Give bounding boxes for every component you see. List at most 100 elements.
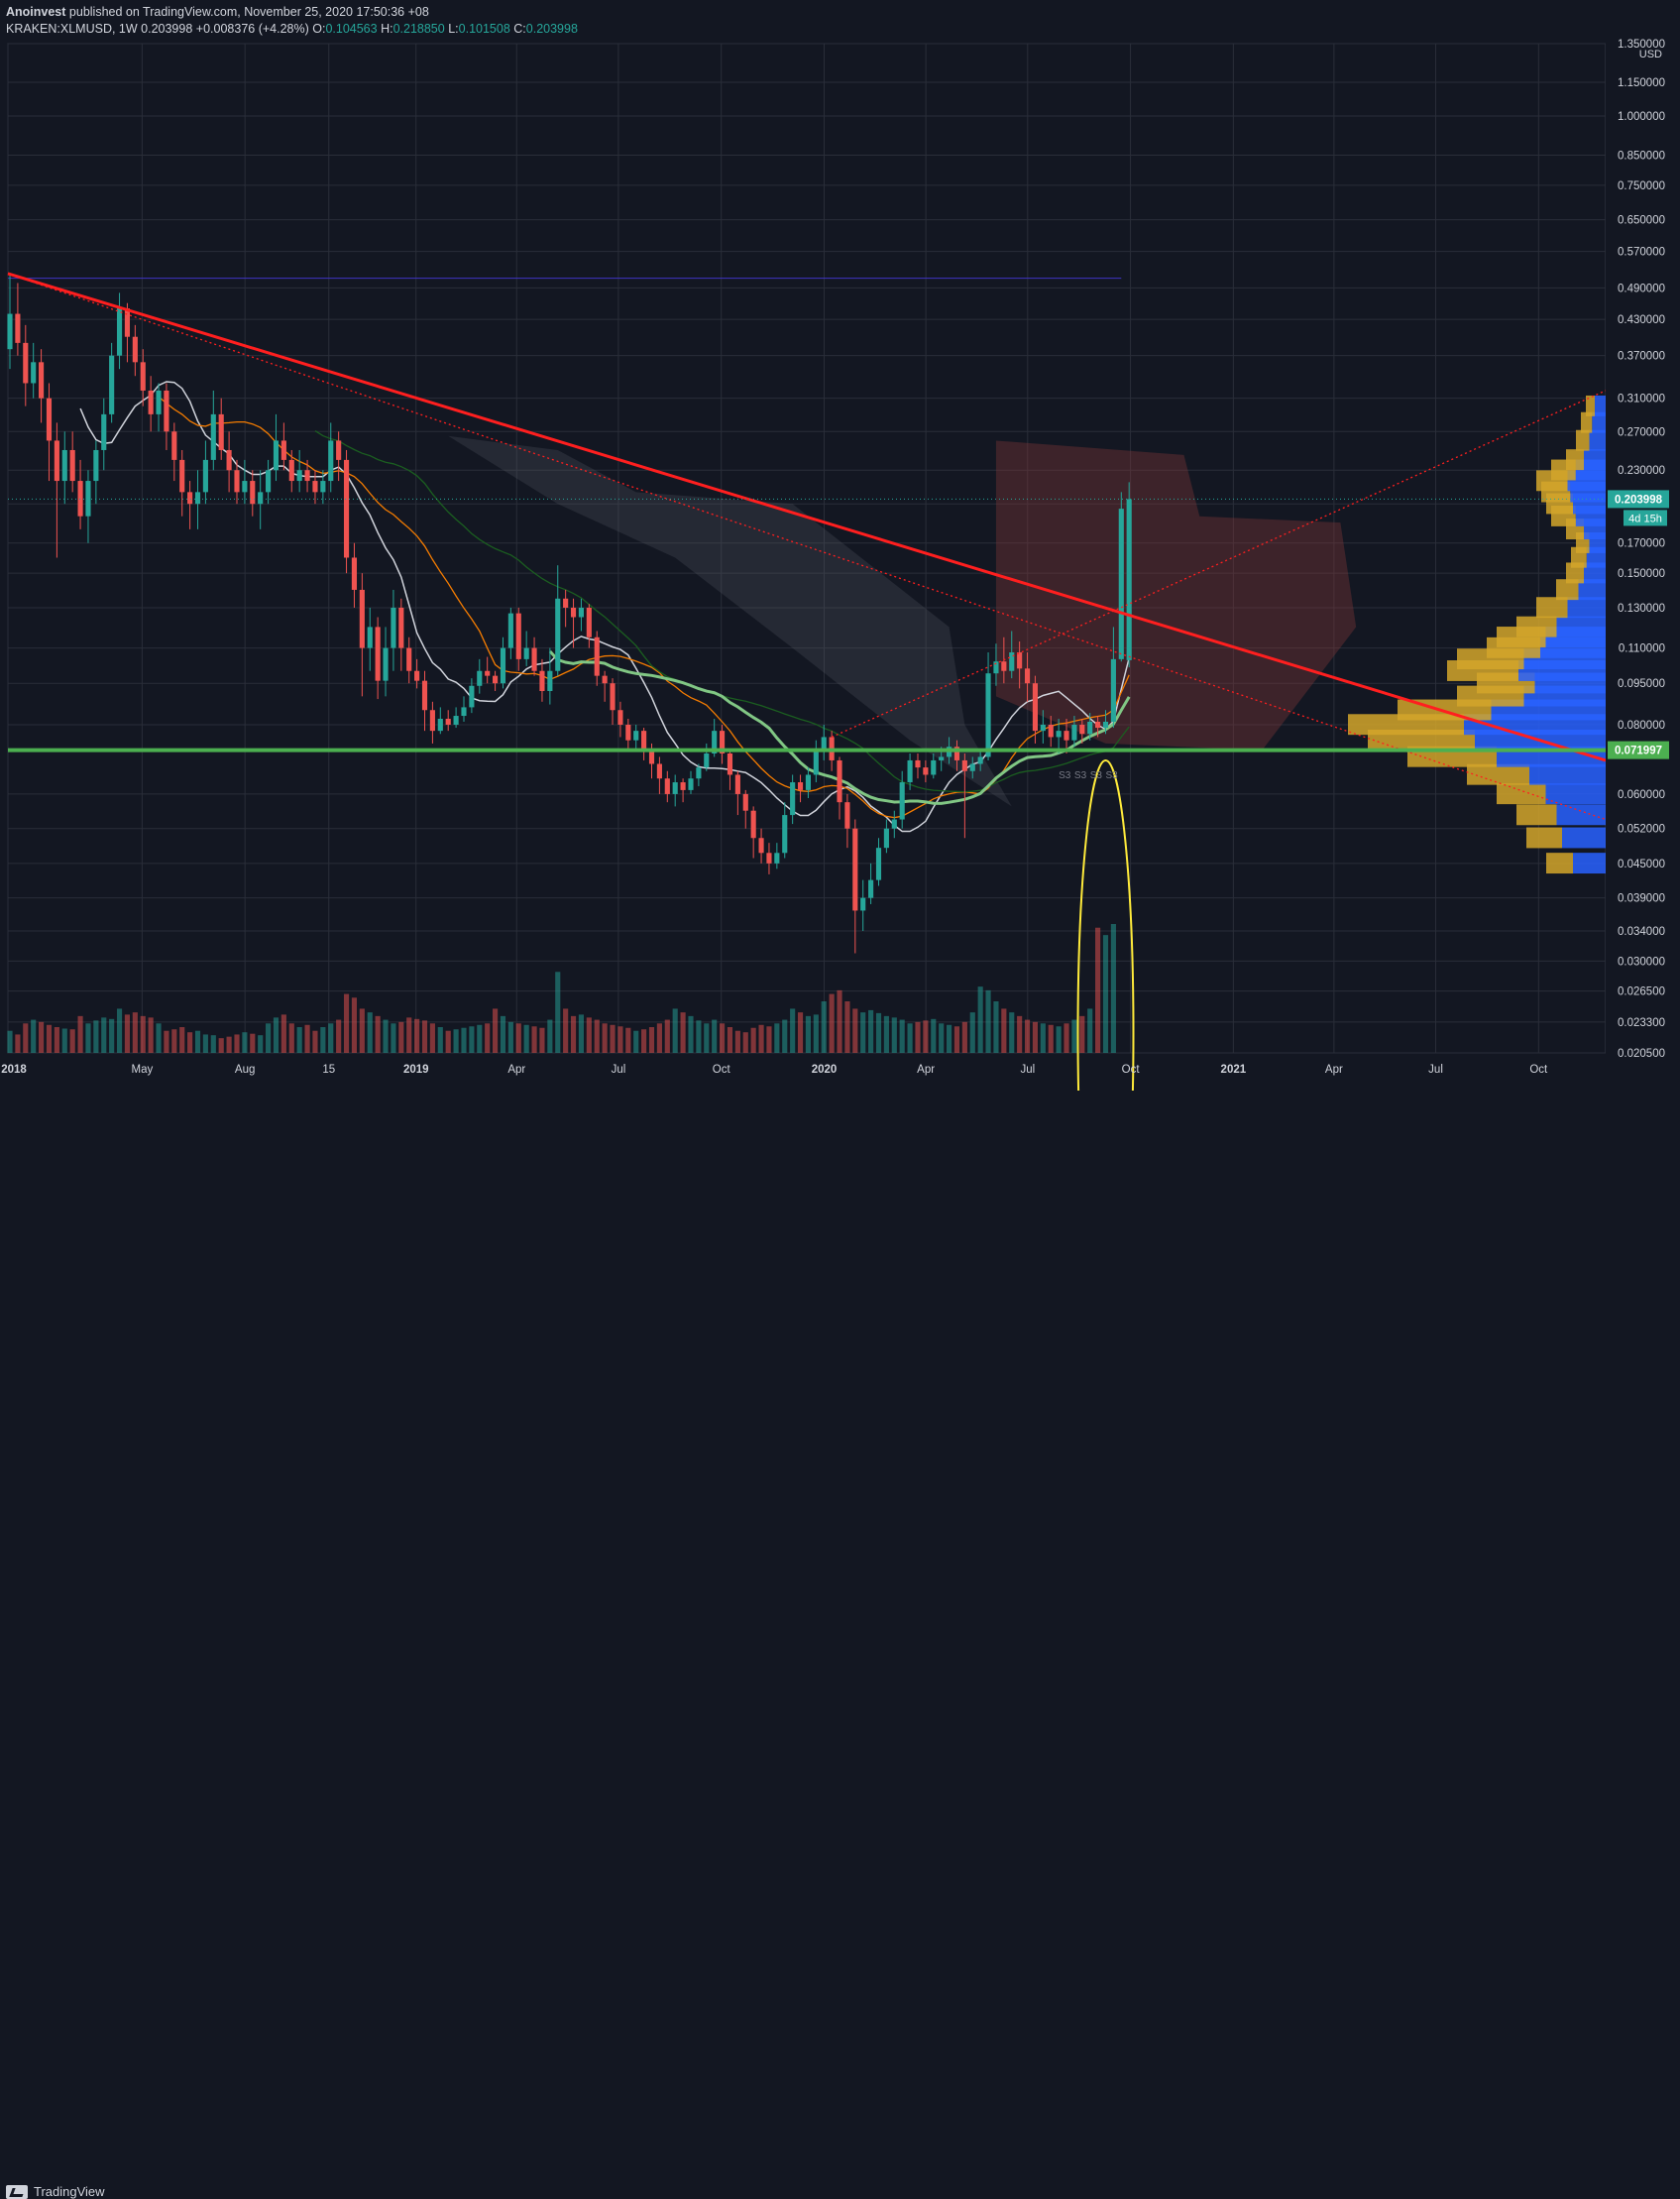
candle-body <box>1087 721 1093 735</box>
volume-profile-bar-blue <box>1589 429 1606 451</box>
volume-profile-bar-gold <box>1536 597 1568 619</box>
candle-body <box>531 647 537 671</box>
time-tick-label: Apr <box>507 1064 525 1076</box>
candle-body <box>1079 724 1085 735</box>
volume-bar <box>939 1023 945 1053</box>
volume-profile-bar-gold <box>1516 616 1557 637</box>
volume-bar <box>453 1029 459 1053</box>
volume-bar <box>555 972 561 1053</box>
volume-bar <box>664 1019 670 1053</box>
price-tick-label: 0.430000 <box>1618 314 1665 326</box>
volume-bar <box>46 1024 53 1053</box>
tradingview-logo[interactable]: TradingView <box>6 2184 105 2199</box>
candle-body <box>124 308 131 337</box>
volume-bar <box>829 993 835 1053</box>
volume-bar <box>720 1023 726 1053</box>
dotted-trendline <box>7 273 1607 821</box>
candle-body <box>1126 499 1132 660</box>
candle-body <box>234 470 240 493</box>
volume-bar <box>156 1023 162 1053</box>
candle-body <box>132 336 138 363</box>
candle-body <box>1024 668 1031 684</box>
candle-body <box>610 683 616 711</box>
candle-body <box>523 647 529 659</box>
volume-bar <box>109 1018 115 1053</box>
volume-profile-bar-gold <box>1497 783 1546 805</box>
candle-body <box>61 449 67 482</box>
candle-body <box>915 759 921 768</box>
volume-profile-bar-blue <box>1545 783 1606 805</box>
volume-bar <box>320 1027 326 1053</box>
candle-body <box>187 492 193 505</box>
pivot-label-s3: S3 <box>1059 770 1071 781</box>
volume-bar <box>477 1024 483 1053</box>
countdown-label: 4d 15h <box>1628 513 1662 524</box>
volume-bar <box>210 1035 216 1053</box>
volume-bar <box>656 1023 662 1053</box>
candle-body <box>969 763 975 771</box>
candle-body <box>194 492 201 505</box>
volume-bar <box>742 1032 748 1053</box>
candle-body <box>398 607 404 648</box>
volume-bar <box>758 1024 764 1053</box>
candle-body <box>1102 721 1109 729</box>
candle-body <box>907 759 913 783</box>
candle-body <box>406 647 412 671</box>
published-text: published on TradingView.com, November 2… <box>68 5 429 19</box>
volume-bar <box>124 1014 131 1053</box>
time-tick-label: Jul <box>1428 1064 1443 1076</box>
candle-body <box>766 853 772 864</box>
volume-bar <box>547 1019 553 1053</box>
volume-bar <box>696 1020 702 1053</box>
candle-body <box>1118 509 1124 659</box>
candle-body <box>507 613 513 648</box>
candle-body <box>852 828 858 911</box>
price-tick-label: 0.045000 <box>1618 859 1665 870</box>
price-tick-label: 0.052000 <box>1618 824 1665 836</box>
price-tick-label: 0.034000 <box>1618 926 1665 938</box>
candle-body <box>140 362 146 391</box>
candle-body <box>429 710 435 732</box>
price-tick-label: 1.150000 <box>1618 77 1665 89</box>
volume-bar <box>351 997 358 1053</box>
volume-profile-bar-gold <box>1581 411 1593 433</box>
countdown-badge <box>1624 510 1667 526</box>
time-tick-label: May <box>132 1064 154 1076</box>
price-tick-label: 0.490000 <box>1618 283 1665 294</box>
time-tick-label: Oct <box>1122 1064 1141 1076</box>
candle-body <box>23 342 29 384</box>
volume-bar <box>375 1015 381 1053</box>
volume-bar <box>610 1024 616 1053</box>
candle-body <box>648 750 655 764</box>
low-label: L: <box>448 22 459 36</box>
volume-bar <box>218 1038 224 1053</box>
volume-bar <box>539 1027 545 1053</box>
time-tick-label: 2018 <box>1 1064 27 1076</box>
candle-body <box>797 782 804 790</box>
volume-bar <box>774 1023 780 1053</box>
volume-profile-bar-blue <box>1556 804 1606 826</box>
volume-bar <box>15 1034 21 1053</box>
volume-profile <box>1348 395 1606 874</box>
open-label: O: <box>312 22 326 36</box>
candle-body <box>570 607 577 618</box>
candle-body <box>383 647 389 681</box>
author-name[interactable]: Anoinvest <box>6 5 66 19</box>
volume-bar <box>23 1023 29 1053</box>
candle-body <box>336 440 342 460</box>
volume-profile-bar-blue <box>1529 763 1606 785</box>
candle-body <box>727 752 733 775</box>
volume-bar <box>140 1015 146 1053</box>
volume-bar <box>202 1034 208 1053</box>
volume-bar <box>821 1001 827 1053</box>
volume-bar <box>961 1021 967 1053</box>
volume-profile-bar-gold <box>1546 853 1573 874</box>
candle-body <box>758 838 764 854</box>
symbol-name[interactable]: KRAKEN:XLMUSD, 1W <box>6 22 138 36</box>
volume-bar <box>1048 1024 1054 1053</box>
volume-bar <box>1040 1023 1046 1053</box>
price-chart[interactable]: S3 S3 S3 S31.3500001.1500001.0000000.850000… <box>0 0 1680 1091</box>
publication-line: Anoinvest published on TradingView.com, … <box>6 5 429 19</box>
volume-bar <box>602 1023 608 1053</box>
candle-body <box>563 598 569 608</box>
